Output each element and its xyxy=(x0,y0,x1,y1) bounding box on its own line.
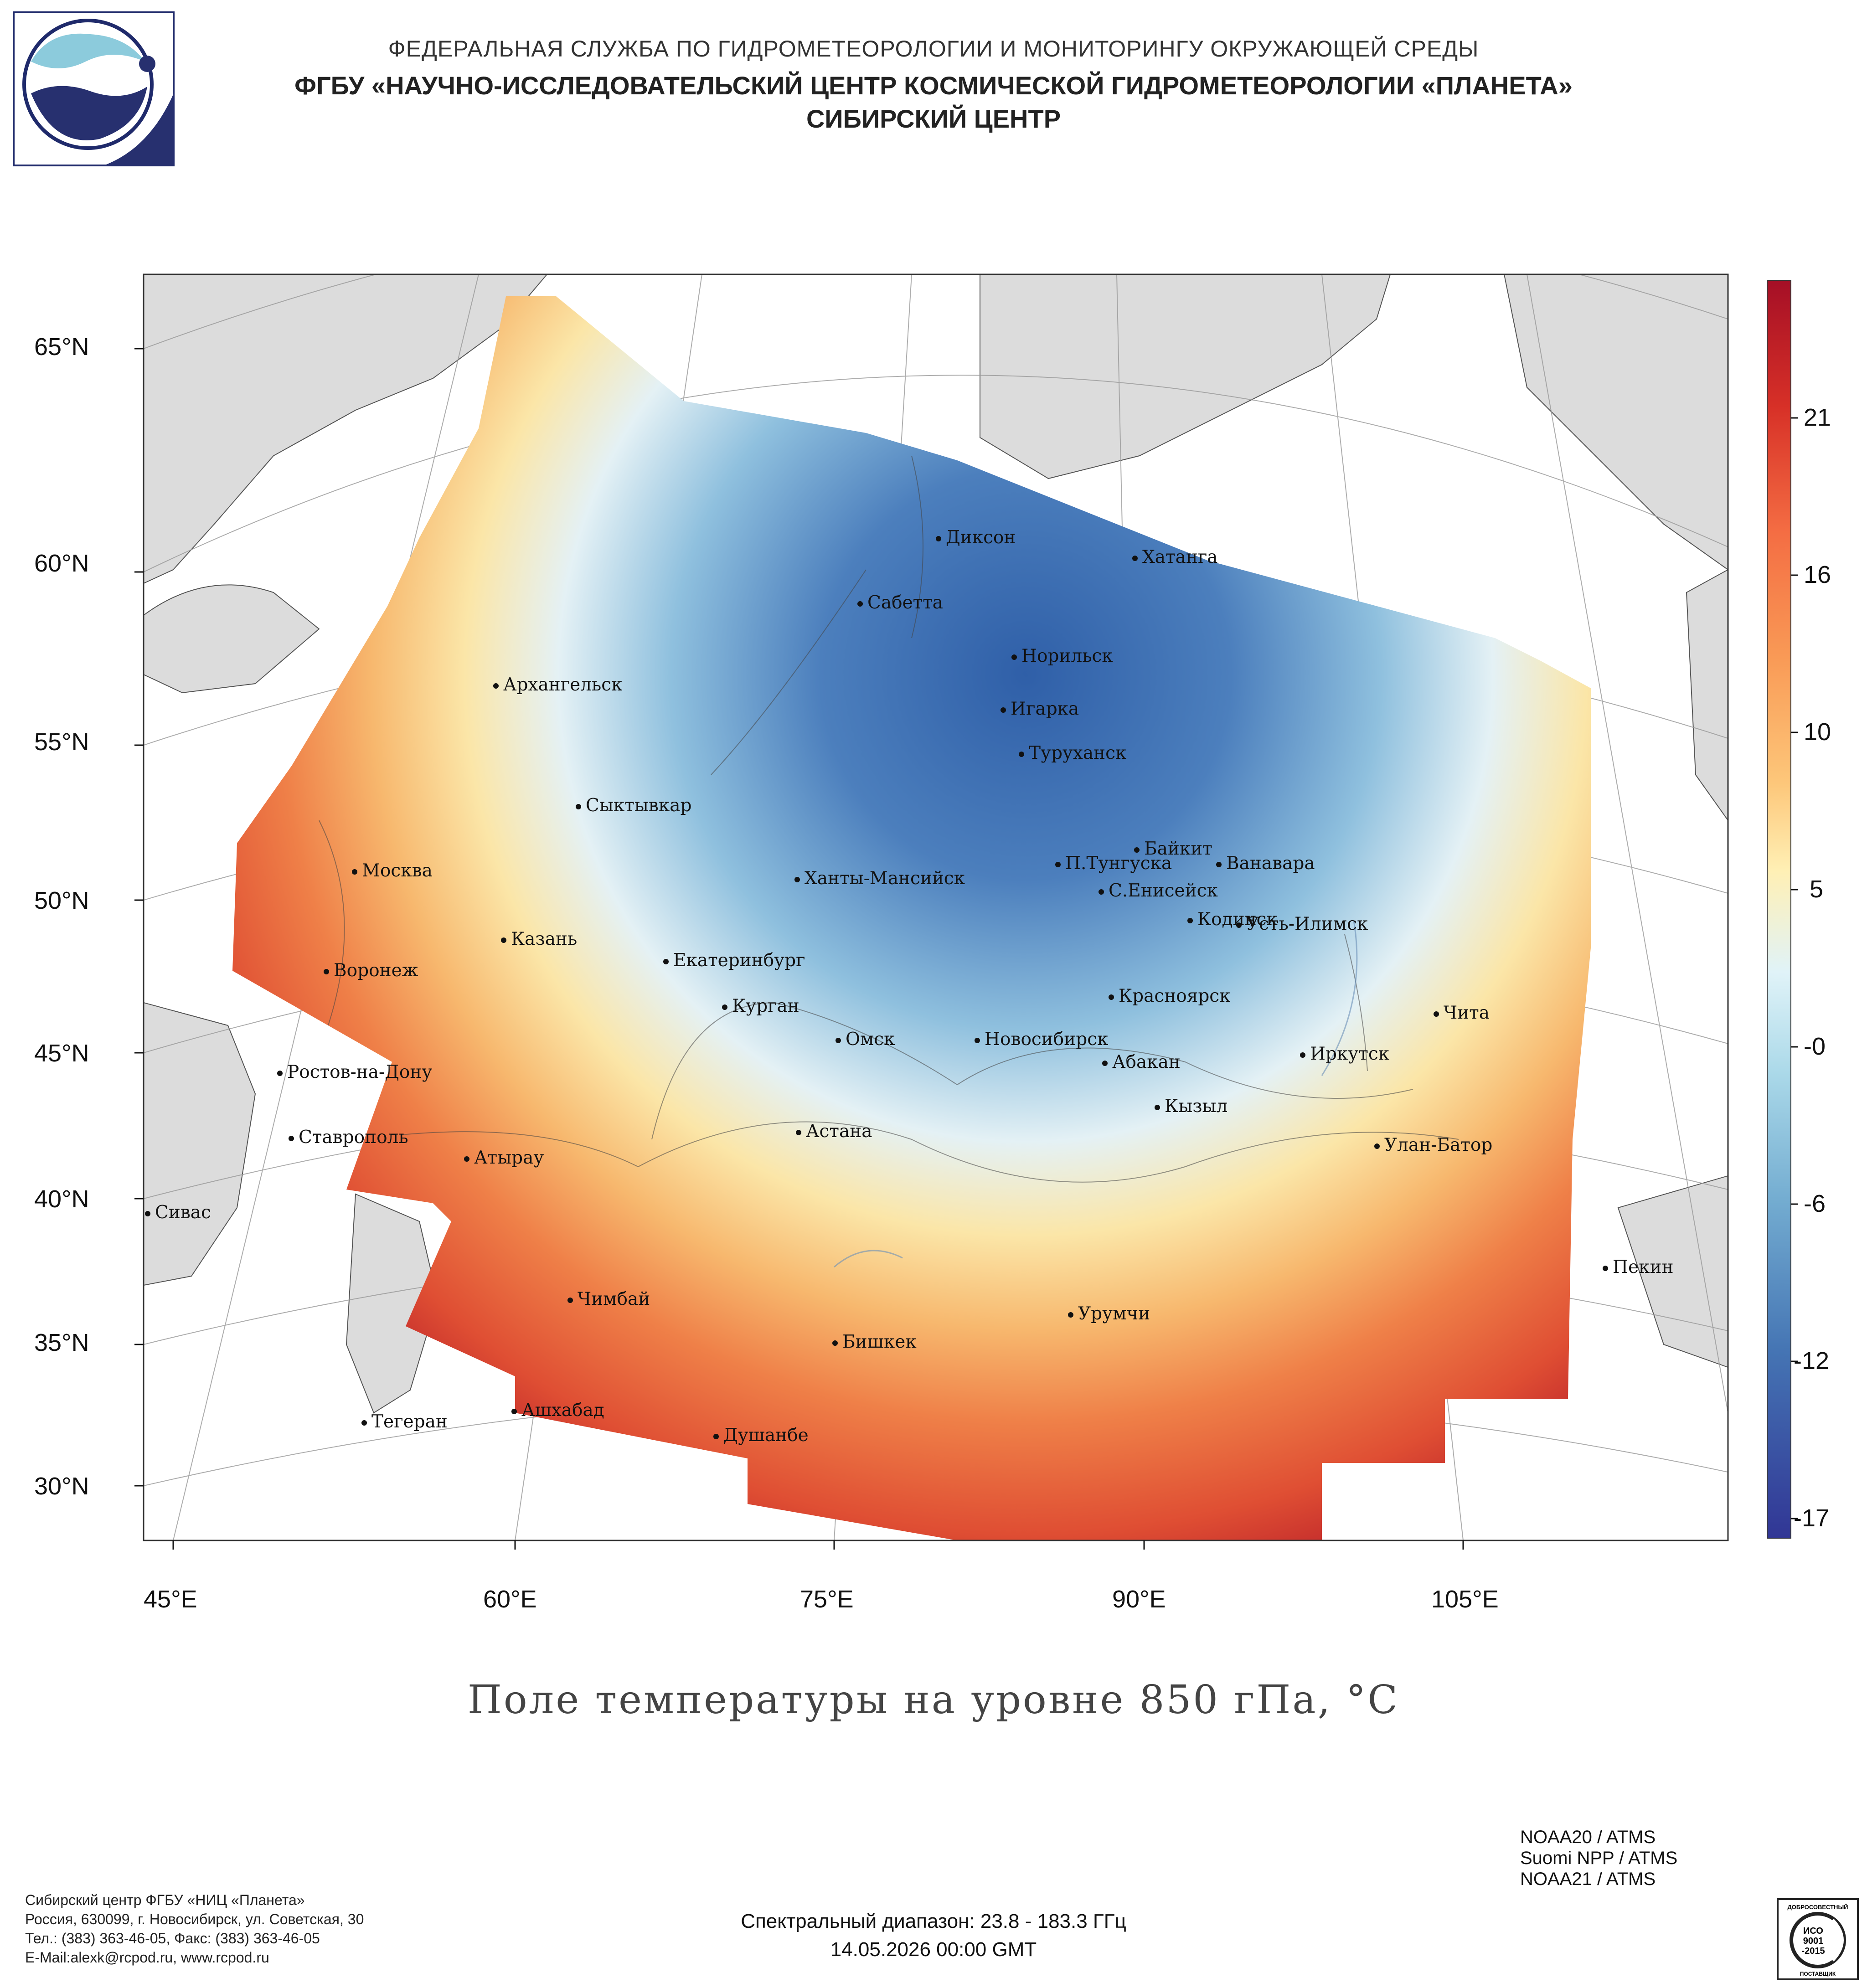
city-label: Сивас xyxy=(145,1202,211,1223)
org-address: Россия, 630099, г. Новосибирск, ул. Сове… xyxy=(25,1911,364,1927)
city-label: Омск xyxy=(836,1029,895,1050)
city-label: Архангельск xyxy=(493,675,622,695)
colorbar-tick-label: 21 xyxy=(1804,404,1831,431)
city-label: Туруханск xyxy=(1019,743,1126,763)
lon-label: 60°E xyxy=(483,1586,537,1613)
city-label: Атырау xyxy=(464,1148,544,1168)
satellite-item: Suomi NPP / ATMS xyxy=(1520,1848,1678,1868)
spectral-range: Спектральный диапазон: 23.8 - 183.3 ГГц xyxy=(741,1910,1126,1932)
city-label: Байкит xyxy=(1134,839,1212,859)
colorbar-tick-label: 5 xyxy=(1810,876,1824,903)
city-label: Воронеж xyxy=(324,960,418,981)
city-label: Ашхабад xyxy=(511,1400,604,1421)
lon-label: 45°E xyxy=(144,1586,197,1613)
header-line3: СИБИРСКИЙ ЦЕНТР xyxy=(806,104,1061,133)
svg-text:9001: 9001 xyxy=(1803,1936,1824,1946)
svg-text:-2015: -2015 xyxy=(1801,1946,1825,1956)
city-label: Кызыл xyxy=(1155,1096,1227,1117)
colorbar-tick-label: -6 xyxy=(1804,1190,1826,1217)
lat-label: 60°N xyxy=(34,550,89,577)
city-label: Казань xyxy=(501,929,577,949)
header-line2: ФГБУ «НАУЧНО-ИССЛЕДОВАТЕЛЬСКИЙ ЦЕНТР КОС… xyxy=(294,71,1573,100)
org-contacts: Сибирский центр ФГБУ «НИЦ «Планета» Росс… xyxy=(25,1890,364,1967)
lat-label: 30°N xyxy=(34,1473,89,1500)
city-label: Ванавара xyxy=(1216,853,1315,874)
lon-label: 75°E xyxy=(800,1586,854,1613)
city-label: Чита xyxy=(1434,1003,1490,1023)
city-label: П.Тунгуска xyxy=(1055,853,1172,874)
lon-label: 105°E xyxy=(1431,1586,1499,1613)
city-label: Новосибирск xyxy=(975,1029,1108,1050)
org-name: Сибирский центр ФГБУ «НИЦ «Планета» xyxy=(25,1892,305,1908)
city-label: Бишкек xyxy=(832,1332,917,1352)
org-phone: Тел.: (383) 363-46-05, Факс: (383) 363-4… xyxy=(25,1930,320,1947)
city-label: С.Енисейск xyxy=(1099,881,1218,901)
city-label: Иркутск xyxy=(1300,1044,1389,1064)
city-label: Хатанга xyxy=(1132,547,1218,567)
city-label: Урумчи xyxy=(1068,1303,1150,1324)
satellite-item: NOAA21 / ATMS xyxy=(1520,1869,1656,1889)
city-label: Усть-Илимск xyxy=(1236,914,1368,934)
iso-certificate-icon: ДОБРОСОВЕСТНЫЙ ИСО 9001 -2015 ПОСТАВЩИК xyxy=(1777,1898,1859,1980)
datetime: 14.05.2026 00:00 GMT xyxy=(830,1938,1037,1961)
city-label: Игарка xyxy=(1001,699,1079,719)
satellite-list: NOAA20 / ATMS Suomi NPP / ATMS NOAA21 / … xyxy=(1520,1827,1677,1890)
svg-text:ИСО: ИСО xyxy=(1803,1926,1823,1936)
satellite-item: NOAA20 / ATMS xyxy=(1520,1827,1656,1847)
colorbar xyxy=(1767,280,1791,1539)
city-label: Сабетта xyxy=(857,592,943,613)
city-label: Абакан xyxy=(1102,1052,1181,1072)
map-title: Поле температуры на уровне 850 гПа, °C xyxy=(467,1677,1400,1723)
lat-label: 40°N xyxy=(34,1185,89,1213)
lat-label: 50°N xyxy=(34,887,89,914)
city-label: Улан-Батор xyxy=(1374,1135,1492,1155)
lon-label: 90°E xyxy=(1112,1586,1166,1613)
city-label: Астана xyxy=(796,1121,872,1142)
colorbar-tick-label: -12 xyxy=(1794,1347,1830,1375)
city-label: Екатеринбург xyxy=(663,950,805,971)
org-email: E-Mail:alexk@rcpod.ru, www.rcpod.ru xyxy=(25,1949,269,1966)
lat-label: 65°N xyxy=(34,333,89,361)
header-line1: ФЕДЕРАЛЬНАЯ СЛУЖБА ПО ГИДРОМЕТЕОРОЛОГИИ … xyxy=(388,36,1479,62)
city-label: Сыктывкар xyxy=(576,795,691,816)
city-label: Чимбай xyxy=(567,1289,650,1309)
city-label: Москва xyxy=(352,860,433,881)
colorbar-tick-label: -0 xyxy=(1804,1033,1826,1060)
city-label: Курган xyxy=(722,996,799,1016)
city-label: Ставрополь xyxy=(289,1127,408,1148)
lat-label: 45°N xyxy=(34,1040,89,1067)
colorbar-tick-label: 10 xyxy=(1804,718,1831,746)
city-label: Ростов-на-Дону xyxy=(277,1062,432,1082)
city-label: Душанбе xyxy=(713,1425,809,1446)
footer-info: Спектральный диапазон: 23.8 - 183.3 ГГц … xyxy=(0,1907,1867,1964)
city-label: Пекин xyxy=(1603,1257,1673,1277)
city-label: Красноярск xyxy=(1109,986,1231,1006)
svg-text:ДОБРОСОВЕСТНЫЙ: ДОБРОСОВЕСТНЫЙ xyxy=(1787,1904,1848,1911)
svg-text:ПОСТАВЩИК: ПОСТАВЩИК xyxy=(1800,1971,1836,1977)
city-label: Ханты-Мансийск xyxy=(794,868,965,889)
city-label: Диксон xyxy=(936,527,1016,548)
planeta-logo xyxy=(13,11,175,166)
city-label: Тегеран xyxy=(361,1411,448,1432)
colorbar-tick-label: -17 xyxy=(1794,1504,1830,1532)
lat-label: 55°N xyxy=(34,728,89,756)
city-label: Норильск xyxy=(1011,646,1113,666)
colorbar-tick-label: 16 xyxy=(1804,561,1831,588)
lat-label: 35°N xyxy=(34,1329,89,1356)
